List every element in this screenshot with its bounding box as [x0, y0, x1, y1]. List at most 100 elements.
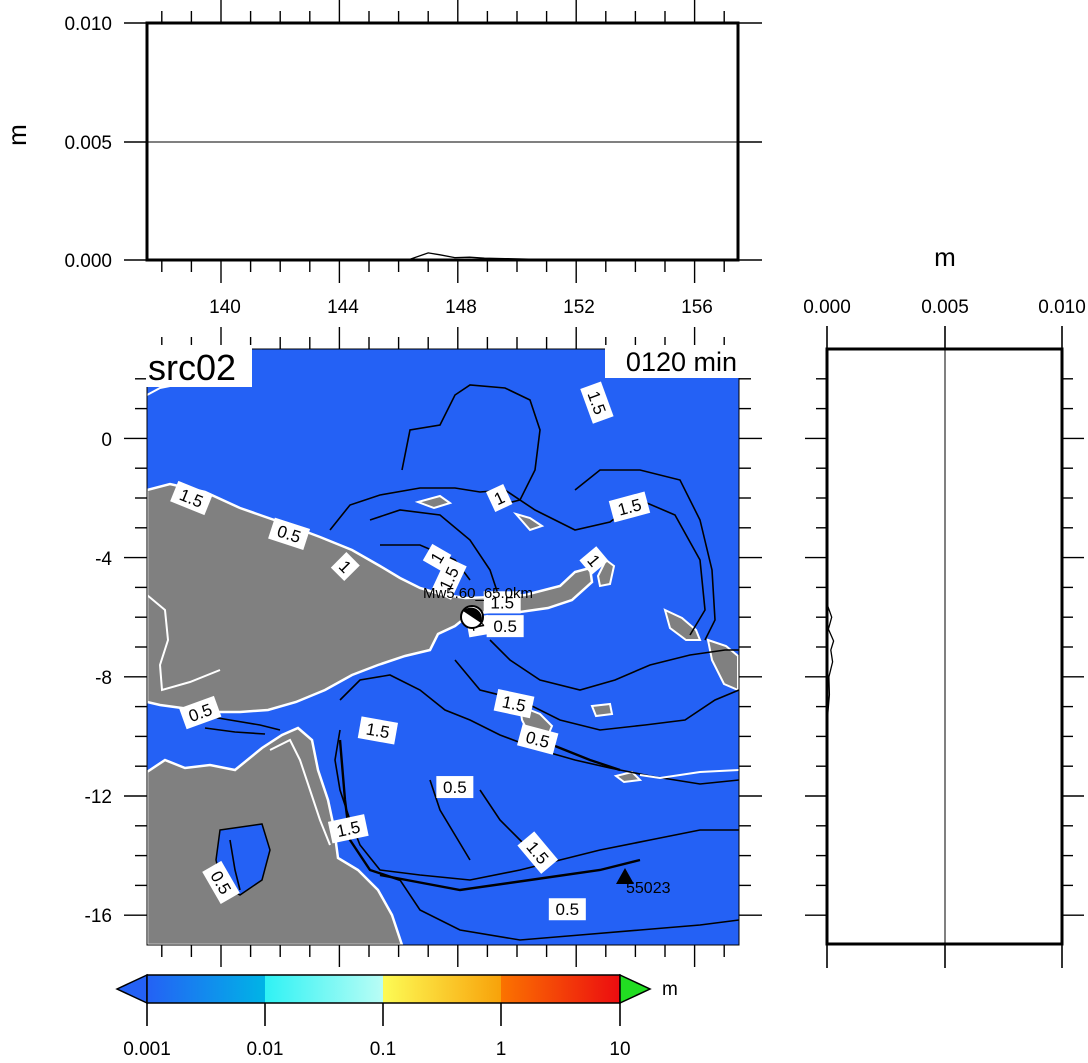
contour-label-text: 1.5 — [490, 593, 514, 612]
top-x-tick-label: 140 — [209, 297, 241, 318]
top-x-tick-label: 152 — [563, 297, 595, 318]
land-australia — [147, 726, 404, 945]
top-profile-panel: 0.010 0.005 0.000 m 140 144 148 152 156 — [2, 0, 762, 318]
coastal-contours — [338, 738, 641, 892]
map-y-tick-label: -8 — [95, 668, 112, 689]
contour-label-box — [548, 898, 586, 921]
top-panel-x-ticks — [161, 0, 725, 283]
contour-label-box — [580, 381, 614, 424]
colorbar-under-triangle — [115, 973, 148, 1005]
contour-label: 0.5 — [202, 860, 240, 904]
contour-label: 1.5 — [483, 591, 521, 614]
colorbar-segment — [265, 975, 383, 1003]
map-y-tick-label: 0 — [101, 430, 112, 451]
map-panel: 1.50.5111.511.51.511.50.511.50.50.51.50.… — [85, 327, 762, 967]
side-x-tick-label: 0.005 — [921, 297, 969, 318]
contour-label-box — [202, 860, 240, 904]
colorbar-tick-label: 1 — [496, 1039, 507, 1060]
contour-label: 0.5 — [548, 898, 586, 921]
contour-label-box — [170, 480, 213, 516]
contour-label-box — [431, 557, 467, 600]
contour-label: 0.5 — [517, 723, 559, 755]
contour-label-text: 1.5 — [335, 818, 362, 842]
station-triangle-icon — [616, 868, 634, 884]
station-marker: 55023 — [616, 868, 671, 897]
contour-label-box — [330, 552, 360, 582]
side-panel-x-ticks — [826, 326, 1063, 968]
top-x-tick-label: 148 — [445, 297, 477, 318]
colorbar-unit: m — [662, 979, 678, 1000]
contour-label-box — [517, 723, 559, 755]
colorbar-tick-label: 10 — [609, 1039, 630, 1060]
colorbar-segment — [501, 975, 620, 1003]
top-amplitude-profile — [374, 252, 674, 261]
side-x-tick-label: 0.010 — [1038, 297, 1086, 318]
colorbar-tick-label: 0.01 — [247, 1039, 284, 1060]
contour-label: 1 — [579, 546, 609, 575]
contour-label-text: 1.5 — [500, 692, 527, 716]
earthquake-source: Mw5.60_65.0km — [423, 585, 533, 629]
colorbar-over-triangle — [619, 973, 652, 1005]
land-island — [590, 702, 614, 718]
top-panel-ylabel: m — [2, 124, 32, 146]
contour-label-box — [357, 716, 399, 745]
contour-label-box — [268, 517, 311, 550]
contour-label-box — [517, 831, 559, 874]
contour-label: 0.5 — [268, 517, 311, 550]
map-y-tick-label: -4 — [95, 549, 112, 570]
map-title: src02 — [148, 347, 236, 388]
contour-label: 1 — [485, 484, 513, 512]
map-y-tick-label: -12 — [85, 787, 112, 808]
land-new-guinea — [147, 482, 594, 714]
contour-label-box — [327, 814, 369, 844]
contour-label-box — [436, 776, 474, 799]
side-panel-xlabel: m — [934, 242, 956, 272]
contour-label-text: 0.5 — [493, 617, 517, 636]
contour-label: 1.5 — [327, 814, 369, 844]
contour-label: 1 — [330, 552, 360, 582]
top-x-tick-label: 144 — [327, 297, 359, 318]
contour-label-box — [486, 615, 524, 638]
colorbar: 0.001 0.01 0.1 1 10 m — [115, 973, 678, 1060]
land-island — [613, 770, 643, 784]
contour-label-box — [493, 689, 535, 719]
side-panel-y-ticks — [805, 378, 1084, 916]
side-profile-panel: 0.000 0.005 0.010 m — [803, 242, 1086, 968]
colorbar-segment — [383, 975, 501, 1003]
map-y-ticks — [124, 378, 762, 916]
colorbar-tick-label: 0.001 — [123, 1039, 171, 1060]
colorbar-segment — [147, 975, 265, 1003]
time-box — [605, 345, 740, 378]
colorbar-tick-label: 0.1 — [370, 1039, 396, 1060]
contour-label-text: 1.5 — [365, 720, 392, 743]
focal-mechanism-quadrant — [463, 607, 482, 623]
title-box — [146, 345, 252, 387]
top-panel-y-ticks — [124, 22, 762, 261]
top-y-tick-label: 0.010 — [64, 14, 112, 35]
map-y-tick-label: -16 — [85, 906, 112, 927]
time-label: 0120 min — [626, 347, 737, 377]
side-amplitude-profile — [826, 605, 835, 731]
station-label: 55023 — [626, 880, 671, 897]
contour-label: 0.5 — [436, 776, 474, 799]
contour-label-box — [179, 695, 222, 730]
contour-label-text: 0.5 — [555, 900, 579, 919]
top-y-tick-label: 0.005 — [64, 133, 112, 154]
land-island — [414, 494, 453, 510]
contour-label-box — [483, 591, 521, 614]
source-label: Mw5.60_65.0km — [423, 585, 533, 602]
side-x-tick-label: 0.000 — [803, 297, 851, 318]
top-y-tick-label: 0.000 — [64, 251, 112, 272]
top-x-tick-label: 156 — [681, 297, 713, 318]
contour-label-box — [608, 491, 651, 523]
contour-label-box — [579, 546, 609, 575]
contour-label-text: 0.5 — [443, 778, 467, 797]
contour-label-box — [485, 484, 513, 512]
contour-label: 1.5 — [608, 491, 651, 523]
contour-labels: 1.50.5111.511.51.511.50.511.50.50.51.50.… — [170, 381, 651, 921]
contour-label: 1.5 — [493, 689, 535, 719]
contour-label: 1.5 — [357, 716, 399, 745]
colorbar-ticks — [146, 1003, 621, 1026]
contour-label: 0.5 — [486, 615, 524, 638]
land-island — [513, 512, 545, 532]
